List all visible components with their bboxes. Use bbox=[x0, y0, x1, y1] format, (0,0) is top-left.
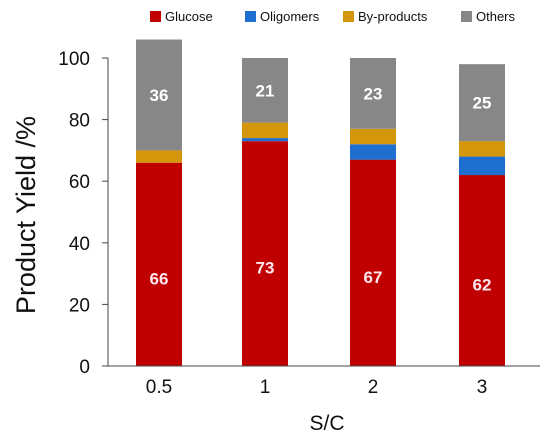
data-label: 62 bbox=[473, 276, 492, 295]
bar-segment-glucose bbox=[459, 175, 505, 366]
bar-segment-glucose bbox=[350, 159, 396, 366]
legend-label: By-products bbox=[358, 9, 428, 24]
data-label: 73 bbox=[256, 259, 275, 278]
legend-label: Oligomers bbox=[260, 9, 320, 24]
bar-segment-by-products bbox=[136, 150, 182, 163]
legend-swatch bbox=[343, 11, 354, 22]
legend-swatch bbox=[150, 11, 161, 22]
x-tick-label: 3 bbox=[477, 377, 488, 398]
bar-segment-others bbox=[242, 58, 288, 123]
legend-swatch bbox=[245, 11, 256, 22]
bar-segment-others bbox=[350, 58, 396, 129]
legend-label: Glucose bbox=[165, 9, 213, 24]
bar-segment-oligomers bbox=[459, 156, 505, 176]
data-label: 23 bbox=[364, 84, 383, 103]
x-tick-label: 0.5 bbox=[146, 377, 172, 398]
data-label: 36 bbox=[150, 86, 169, 105]
legend: Glucose Oligomers By-products Others bbox=[150, 9, 516, 24]
legend-swatch bbox=[461, 11, 472, 22]
bar-segment-by-products bbox=[242, 122, 288, 139]
bar-segment-by-products bbox=[350, 128, 396, 145]
y-axis-title: Product Yield /% bbox=[11, 116, 41, 314]
y-axis: 0 20 40 60 80 100 bbox=[58, 49, 109, 378]
bar-segment-others bbox=[459, 64, 505, 142]
y-tick-label: 80 bbox=[69, 111, 90, 132]
y-tick-label: 0 bbox=[79, 357, 90, 378]
y-tick-label: 40 bbox=[69, 234, 90, 255]
data-label: 66 bbox=[150, 269, 169, 288]
x-axis: 0.5 1 2 3 bbox=[108, 365, 540, 398]
bar-segment-by-products bbox=[459, 141, 505, 157]
x-tick-label: 1 bbox=[260, 377, 271, 398]
bar-segment-glucose bbox=[242, 141, 288, 366]
bar-segment-oligomers bbox=[242, 138, 288, 142]
bar-segment-others bbox=[136, 39, 182, 151]
x-tick-label: 2 bbox=[368, 377, 379, 398]
data-label: 67 bbox=[364, 268, 383, 287]
x-axis-title: S/C bbox=[309, 412, 344, 435]
y-tick-label: 60 bbox=[69, 172, 90, 193]
data-label: 25 bbox=[473, 94, 492, 113]
legend-label: Others bbox=[476, 9, 516, 24]
y-tick-label: 20 bbox=[69, 295, 90, 316]
data-label: 21 bbox=[256, 81, 275, 100]
bar-segment-glucose bbox=[136, 162, 182, 366]
y-tick-label: 100 bbox=[58, 49, 90, 70]
bar-segment-oligomers bbox=[350, 144, 396, 160]
bars: 66 36 73 21 67 23 62 25 bbox=[136, 39, 505, 366]
